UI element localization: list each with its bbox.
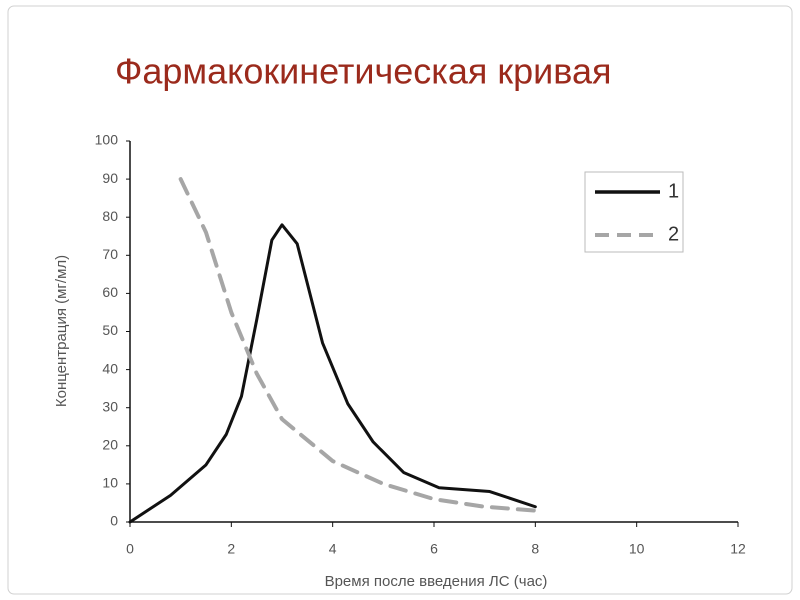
y-axis-title: Концентрация (мг/мл) (53, 255, 70, 407)
chart-title: Фармакокинетическая кривая (115, 51, 611, 92)
x-tick-label: 2 (227, 541, 235, 557)
y-tick-label: 80 (102, 208, 118, 224)
x-tick-label: 8 (531, 541, 539, 557)
series-line (128, 223, 537, 524)
slide-frame (7, 5, 793, 595)
x-tick-label: 6 (430, 541, 438, 557)
series-line (178, 177, 538, 513)
legend-label: 1 (668, 180, 679, 202)
y-tick-label: 30 (102, 398, 118, 414)
y-tick-label: 10 (102, 475, 118, 491)
x-axis-title: Время после введения ЛС (час) (325, 573, 548, 590)
x-tick-label: 0 (126, 541, 134, 557)
legend-box (584, 171, 684, 253)
y-tick-label: 0 (110, 513, 118, 529)
x-tick-label: 10 (629, 541, 645, 557)
y-tick-label: 40 (102, 360, 118, 376)
x-tick-label: 4 (329, 541, 337, 557)
legend-label: 2 (668, 223, 679, 245)
x-tick-label: 12 (730, 541, 746, 557)
y-tick-label: 20 (102, 437, 118, 453)
y-tick-label: 100 (95, 132, 119, 148)
y-tick-label: 50 (102, 322, 118, 338)
y-tick-label: 90 (102, 170, 118, 186)
y-tick-label: 60 (102, 284, 118, 300)
y-tick-label: 70 (102, 246, 118, 262)
